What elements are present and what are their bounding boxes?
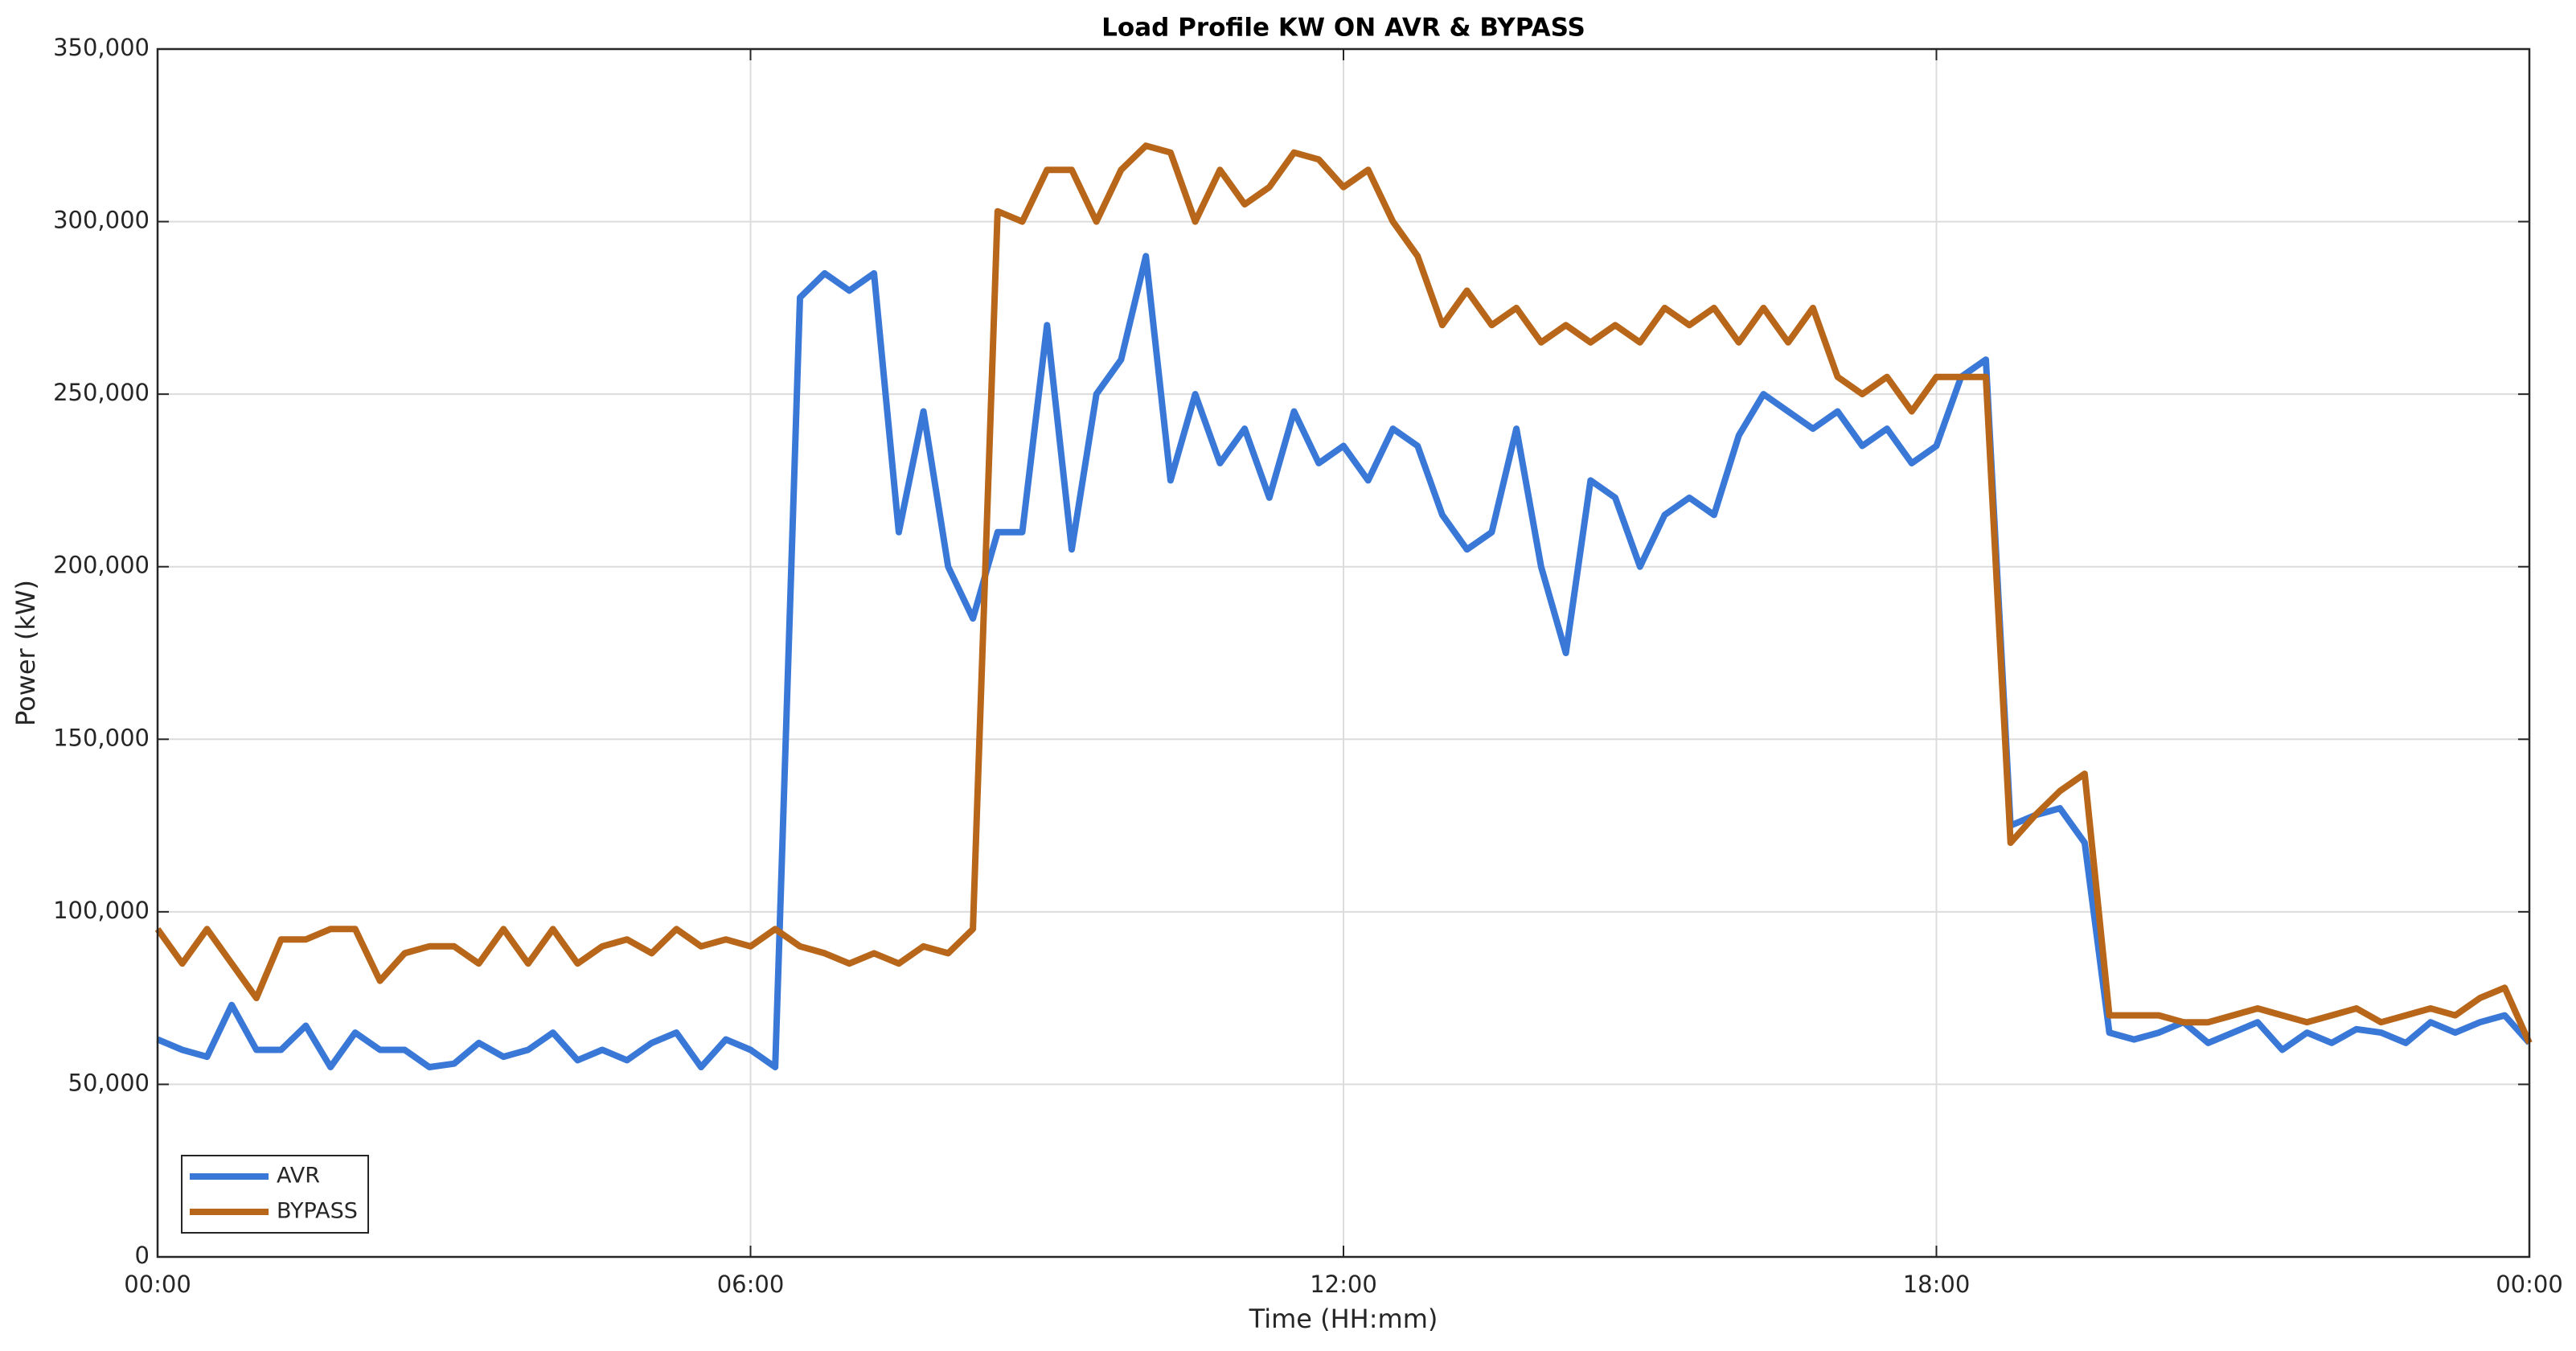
series-line [154, 142, 2533, 1045]
x-tick-label: 12:00 [1310, 1271, 1377, 1298]
y-axis-label: Power (kW) [10, 580, 41, 726]
legend-box [181, 1155, 369, 1234]
legend-label: BYPASS [277, 1199, 358, 1224]
legend: AVR BYPASS [181, 1155, 369, 1234]
x-tick-label: 00:00 [2496, 1271, 2563, 1298]
y-tick-label: 150,000 [53, 724, 150, 751]
y-tick-label: 0 [135, 1242, 150, 1269]
y-tick-label: 200,000 [53, 552, 150, 579]
y-tick-label: 100,000 [53, 897, 150, 924]
series-line [156, 253, 2532, 1070]
y-tick-label: 300,000 [53, 207, 150, 234]
plot-frame [156, 47, 2531, 1259]
x-tick-label: 18:00 [1903, 1271, 1971, 1298]
x-axis-label: Time (HH:mm) [1249, 1304, 1438, 1334]
y-tick-label: 50,000 [68, 1069, 150, 1096]
legend-label: AVR [277, 1164, 320, 1189]
chart-title: Load Profile KW ON AVR & BYPASS [1101, 14, 1585, 43]
y-tick-label: 350,000 [53, 34, 150, 61]
y-tick-label: 250,000 [53, 379, 150, 406]
x-tick-label: 06:00 [717, 1271, 785, 1298]
x-tick-label: 00:00 [124, 1271, 191, 1298]
